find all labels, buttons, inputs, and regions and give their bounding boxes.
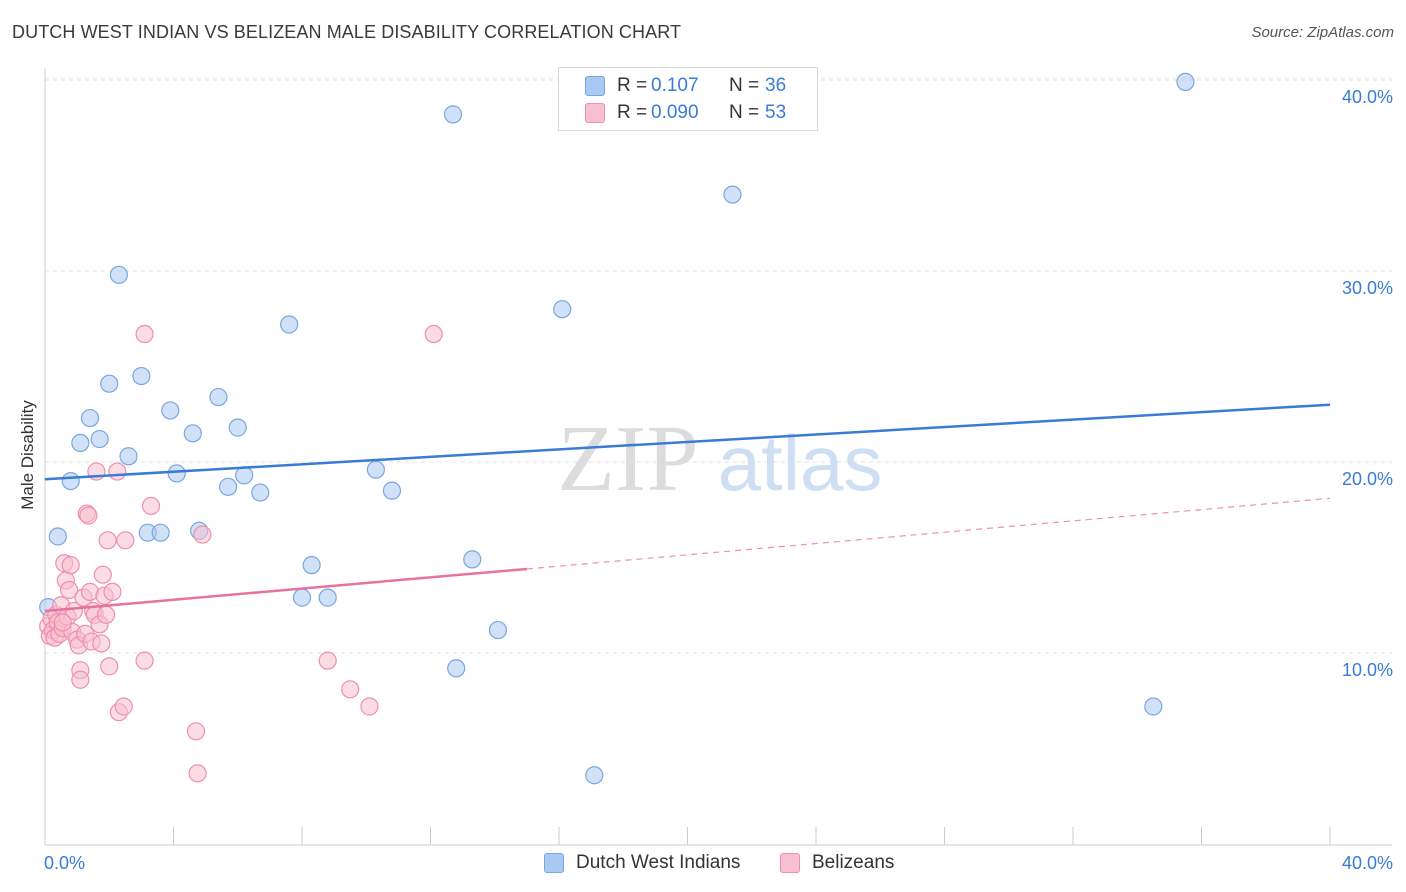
data-point xyxy=(71,670,90,689)
watermark: ZIP atlas xyxy=(558,407,883,511)
data-point xyxy=(209,387,228,407)
watermark-atlas: atlas xyxy=(718,419,883,507)
watermark-zip: ZIP xyxy=(558,407,699,511)
data-point xyxy=(280,315,299,334)
data-point xyxy=(80,408,100,428)
data-point xyxy=(141,496,161,516)
legend-n-value: 36 xyxy=(765,75,787,96)
data-point xyxy=(292,588,312,607)
data-point xyxy=(161,401,180,420)
gridlines xyxy=(45,77,1392,654)
data-point xyxy=(71,433,90,452)
data-point xyxy=(553,300,572,319)
trend-line-solid xyxy=(44,567,527,613)
data-point xyxy=(463,550,482,569)
data-point xyxy=(360,697,379,716)
legend-r-label: R = xyxy=(617,75,648,96)
data-point xyxy=(382,481,402,500)
data-point xyxy=(1144,697,1163,716)
bottom-legend-item-belizeans: Belizeans xyxy=(780,852,894,874)
data-point xyxy=(100,657,119,676)
data-point xyxy=(64,601,84,621)
data-point xyxy=(188,764,207,783)
data-point xyxy=(90,429,109,449)
data-point xyxy=(135,651,154,670)
y-tick-label: 10.0% xyxy=(1342,660,1393,680)
data-point xyxy=(318,588,337,607)
data-point xyxy=(341,680,360,699)
x-tick-label: 40.0% xyxy=(1342,853,1393,873)
data-point xyxy=(119,447,138,466)
series-belizeans xyxy=(39,324,443,783)
data-point xyxy=(585,766,604,785)
data-point xyxy=(193,525,212,544)
legend-swatch-blue xyxy=(585,76,605,96)
data-point xyxy=(186,722,206,741)
legend-row-belizeans: R = 0.090 N = 53 xyxy=(585,101,786,125)
bottom-legend-swatch-pink xyxy=(780,853,800,873)
axes xyxy=(44,68,1392,846)
y-tick-label: 40.0% xyxy=(1342,87,1393,107)
data-point xyxy=(132,366,151,386)
bottom-legend: Dutch West Indians Belizeans xyxy=(0,852,1406,878)
legend-n-label: N = xyxy=(729,102,760,123)
y-tick-label: 30.0% xyxy=(1342,278,1393,298)
data-point xyxy=(366,460,385,479)
source-credit: Source: ZipAtlas.com xyxy=(1251,24,1394,41)
data-point xyxy=(114,697,133,716)
data-point xyxy=(219,477,238,496)
data-point xyxy=(151,523,170,542)
data-point xyxy=(488,620,508,640)
tick-labels: 10.0% 20.0% 30.0% 40.0% 0.0% 40.0% xyxy=(44,87,1393,873)
data-point xyxy=(48,527,67,546)
data-point xyxy=(1176,72,1195,92)
y-tick-label: 20.0% xyxy=(1342,469,1393,489)
data-point xyxy=(103,582,122,601)
data-point xyxy=(59,580,79,600)
legend: R = 0.107 N = 36 R = 0.090 N = 53 xyxy=(558,67,818,131)
legend-n-label: N = xyxy=(729,75,760,96)
legend-row-dutch-west-indians: R = 0.107 N = 36 xyxy=(585,74,786,98)
data-point xyxy=(108,462,127,481)
data-point xyxy=(109,265,128,284)
data-point xyxy=(251,483,270,502)
data-point xyxy=(135,324,154,344)
data-point xyxy=(228,418,247,437)
data-point xyxy=(92,634,111,653)
data-point xyxy=(424,324,443,344)
data-point xyxy=(61,472,80,491)
data-point xyxy=(167,464,186,483)
legend-swatch-pink xyxy=(585,103,605,123)
x-tick-label: 0.0% xyxy=(44,853,85,873)
legend-r-value: 0.090 xyxy=(651,102,699,123)
data-point xyxy=(98,531,117,550)
data-point xyxy=(443,105,463,124)
data-point xyxy=(100,374,119,393)
data-point xyxy=(116,531,135,550)
legend-n-value: 53 xyxy=(765,102,787,123)
data-point xyxy=(447,659,466,678)
data-point xyxy=(183,424,202,443)
data-point xyxy=(723,185,742,204)
legend-r-label: R = xyxy=(617,102,648,123)
data-point xyxy=(302,556,321,575)
trend-lines xyxy=(44,403,1331,613)
legend-r-value: 0.107 xyxy=(651,75,699,96)
trend-line-dashed xyxy=(526,497,1331,570)
bottom-legend-label: Dutch West Indians xyxy=(576,852,741,873)
data-point xyxy=(79,506,98,525)
series-dutch-west-indians xyxy=(39,72,1195,785)
data-point xyxy=(235,466,254,485)
data-point xyxy=(96,605,116,624)
bottom-legend-item-dutch-west-indians: Dutch West Indians xyxy=(544,852,740,874)
chart-title: DUTCH WEST INDIAN VS BELIZEAN MALE DISAB… xyxy=(12,22,682,42)
trend-line xyxy=(44,403,1331,481)
data-point xyxy=(318,651,337,670)
data-point xyxy=(53,613,72,632)
data-point xyxy=(61,556,80,575)
bottom-legend-label: Belizeans xyxy=(812,852,895,873)
data-point xyxy=(93,565,112,584)
bottom-legend-swatch-blue xyxy=(544,853,564,873)
